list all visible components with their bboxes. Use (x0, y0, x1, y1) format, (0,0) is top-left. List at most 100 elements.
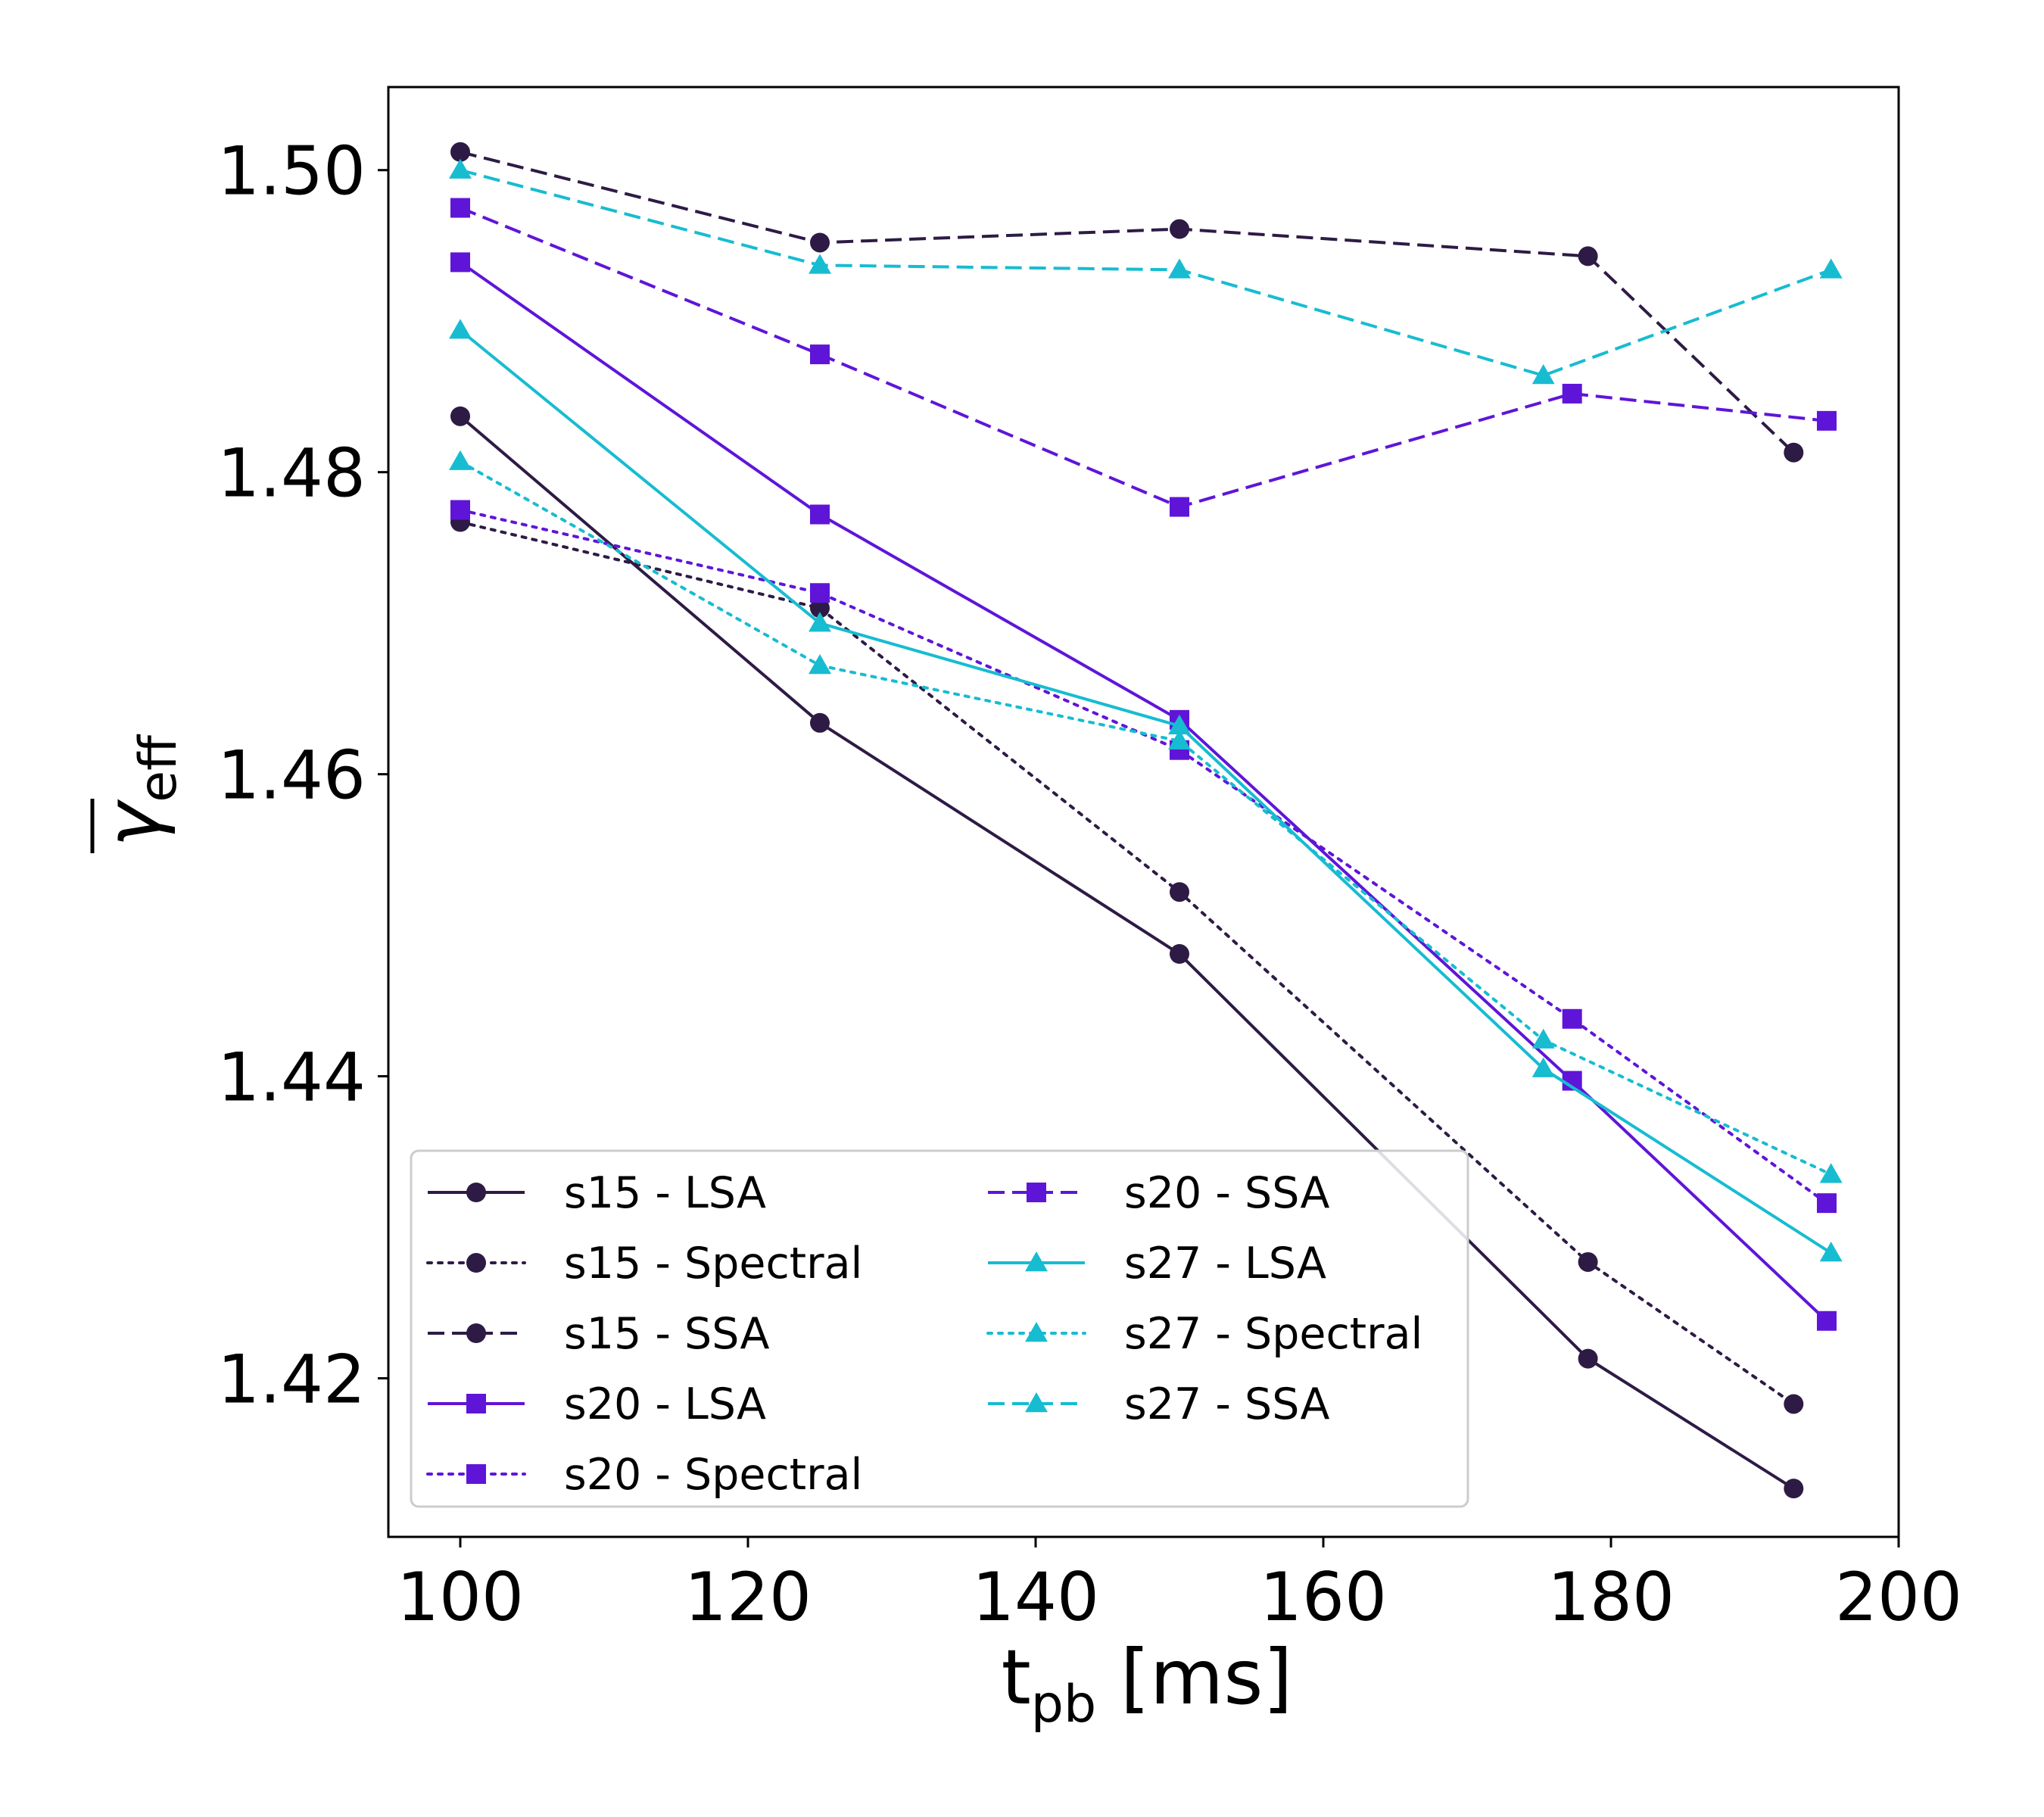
series-s27-lsa (449, 319, 1843, 1262)
legend-item: s20 - Spectral (426, 1450, 862, 1500)
legend-marker (466, 1394, 486, 1413)
data-point (810, 344, 830, 365)
x-tick-label: 160 (1260, 1558, 1387, 1636)
legend-marker (1025, 1322, 1048, 1342)
data-point (1578, 1251, 1598, 1272)
series-s20-spectral (450, 500, 1837, 1214)
data-point (1784, 1394, 1804, 1414)
legend-label: s15 - LSA (564, 1168, 766, 1218)
x-tick-label: 200 (1835, 1558, 1962, 1636)
legend-label: s27 - LSA (1124, 1239, 1326, 1289)
data-point (449, 158, 472, 179)
data-point (810, 712, 830, 733)
data-point (1170, 944, 1189, 965)
data-point (1531, 1057, 1555, 1077)
legend-item: s20 - LSA (428, 1379, 766, 1429)
data-point (1578, 1348, 1598, 1369)
series-s15-ssa (450, 142, 1804, 463)
data-point (1819, 1163, 1843, 1183)
y-tick-label: 1.46 (217, 737, 366, 815)
data-point (1168, 714, 1191, 735)
y-axis-label-main: γ (89, 799, 177, 847)
x-axis-label-main: t (1002, 1633, 1031, 1722)
x-tick-label: 180 (1547, 1558, 1675, 1636)
data-point (450, 142, 470, 162)
y-tick-label: 1.42 (217, 1341, 366, 1419)
data-point (450, 198, 470, 218)
data-point (1784, 1479, 1804, 1499)
series-line (460, 150, 1795, 454)
legend-items: s15 - LSA s15 - Spectral s15 - SSA s20 - LS… (426, 1168, 1422, 1500)
legend-item: s27 - Spectral (986, 1309, 1422, 1359)
x-axis-label-unit: [ms] (1096, 1633, 1292, 1722)
x-tick-label: 100 (397, 1558, 524, 1636)
series-line (460, 168, 1832, 378)
series-s27-spectral (449, 450, 1843, 1183)
data-point (1562, 383, 1582, 404)
series-s15-lsa (450, 406, 1804, 1499)
plot-frame (387, 86, 1900, 1538)
legend-item: s15 - SSA (428, 1309, 769, 1359)
legend-marker (1027, 1183, 1046, 1202)
data-point (809, 612, 831, 632)
data-point (1819, 1242, 1843, 1262)
series-line (459, 508, 1828, 1205)
legend-label: s27 - Spectral (1124, 1309, 1422, 1359)
legend-label: s20 - Spectral (564, 1450, 862, 1500)
y-axis-label-sub: eff (129, 734, 189, 803)
legend-marker (1025, 1392, 1048, 1413)
x-tick-label: 120 (684, 1558, 812, 1636)
x-tick-label: 140 (972, 1558, 1099, 1636)
legend-label: s15 - Spectral (564, 1239, 862, 1289)
data-point (1170, 882, 1189, 902)
legend-label: s27 - SSA (1124, 1379, 1329, 1429)
data-point (1562, 1008, 1582, 1029)
legend-item: s15 - LSA (428, 1168, 766, 1218)
series-line (460, 206, 1827, 509)
legend-label: s20 - LSA (564, 1379, 766, 1429)
series-line (459, 329, 1832, 1254)
data-point (1531, 364, 1555, 385)
y-tick-label: 1.44 (217, 1039, 366, 1117)
data-point (810, 598, 830, 619)
data-point (1817, 1193, 1837, 1214)
data-point (1531, 1028, 1555, 1049)
legend-item: s27 - LSA (988, 1239, 1326, 1289)
data-point (809, 254, 831, 274)
legend-marker (1025, 1251, 1048, 1272)
legend-item: s20 - SSA (988, 1168, 1329, 1218)
data-point (1784, 442, 1804, 463)
legend: s15 - LSA s15 - Spectral s15 - SSA s20 - LS… (410, 1149, 1469, 1508)
data-point (1817, 1311, 1837, 1331)
data-point (1168, 258, 1191, 279)
x-axis-label-sub: pb (1031, 1675, 1096, 1734)
legend-box (410, 1149, 1469, 1508)
series-s20-ssa (450, 198, 1837, 517)
data-point (810, 583, 830, 603)
data-point (1819, 258, 1843, 279)
legend-item: s27 - SSA (988, 1379, 1329, 1429)
legend-marker (466, 1323, 486, 1343)
series-line (459, 460, 1833, 1177)
data-point (1170, 219, 1189, 239)
data-point (1817, 410, 1837, 431)
data-point (1168, 729, 1191, 750)
series-layer (449, 142, 1843, 1499)
legend-marker (466, 1253, 486, 1273)
data-point (810, 232, 830, 253)
data-point (810, 504, 830, 525)
x-axis-label: tpb [ms] (1002, 1633, 1293, 1734)
legend-label: s15 - SSA (564, 1309, 769, 1359)
y-axis: 1.42 1.44 1.46 1.48 1.50 (217, 132, 388, 1419)
x-axis: 100 120 140 160 180 200 (397, 1537, 1962, 1636)
data-point (449, 319, 472, 339)
data-point (809, 654, 831, 675)
y-axis-label: γeff (89, 734, 189, 853)
data-point (1578, 246, 1598, 266)
legend-label: s20 - SSA (1124, 1168, 1329, 1218)
data-point (450, 500, 470, 520)
series-s27-ssa (449, 158, 1843, 385)
legend-marker (466, 1183, 486, 1202)
data-point (450, 252, 470, 273)
